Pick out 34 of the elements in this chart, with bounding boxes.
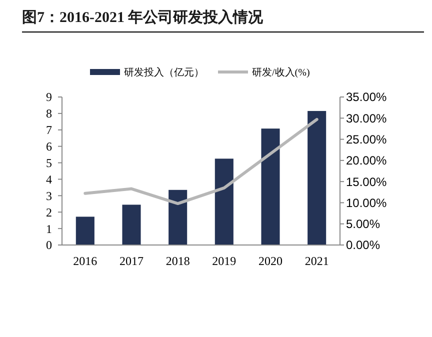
line-series xyxy=(84,118,318,206)
y-tick-label: 7 xyxy=(46,123,52,138)
y2-tick-label: 15.00% xyxy=(346,174,388,189)
y-tick-label: 5 xyxy=(46,156,52,170)
y2-tick-label: 35.00% xyxy=(346,90,388,104)
y2-tick-label: 10.00% xyxy=(346,196,388,210)
x-tick-label: 2020 xyxy=(258,254,282,268)
y2-tick-label: 5.00% xyxy=(346,217,380,232)
bar xyxy=(308,110,326,245)
y-tick-label: 2 xyxy=(46,205,52,220)
y2-tick-label: 0.00% xyxy=(346,238,380,252)
y-tick-label: 1 xyxy=(46,222,52,236)
bar xyxy=(122,204,141,245)
y-tick-label: 9 xyxy=(46,90,52,104)
y-tick-label: 6 xyxy=(46,140,52,154)
x-tick-label: 2021 xyxy=(304,254,329,268)
legend-label: 研发/收入(%) xyxy=(252,66,310,78)
x-tick-label: 2019 xyxy=(212,254,236,268)
bar xyxy=(261,128,280,245)
y-tick-label: 4 xyxy=(46,172,52,186)
y2-tick-label: 30.00% xyxy=(346,111,388,126)
x-tick-label: 2018 xyxy=(166,254,190,268)
bar xyxy=(214,158,234,245)
bar xyxy=(76,216,94,245)
y-tick-label: 3 xyxy=(46,188,52,203)
x-tick-label: 2017 xyxy=(120,254,144,268)
legend-label: 研发投入（亿元） xyxy=(124,66,204,78)
y2-tick-label: 25.00% xyxy=(346,132,388,146)
y-tick-label: 8 xyxy=(46,106,52,121)
x-tick-label: 2016 xyxy=(73,254,98,268)
chart-title: 图7：2016-2021 年公司研发投入情况 xyxy=(22,9,264,26)
y2-tick-label: 20.00% xyxy=(346,154,388,168)
bar xyxy=(168,190,188,245)
y-tick-label: 0 xyxy=(46,238,52,252)
